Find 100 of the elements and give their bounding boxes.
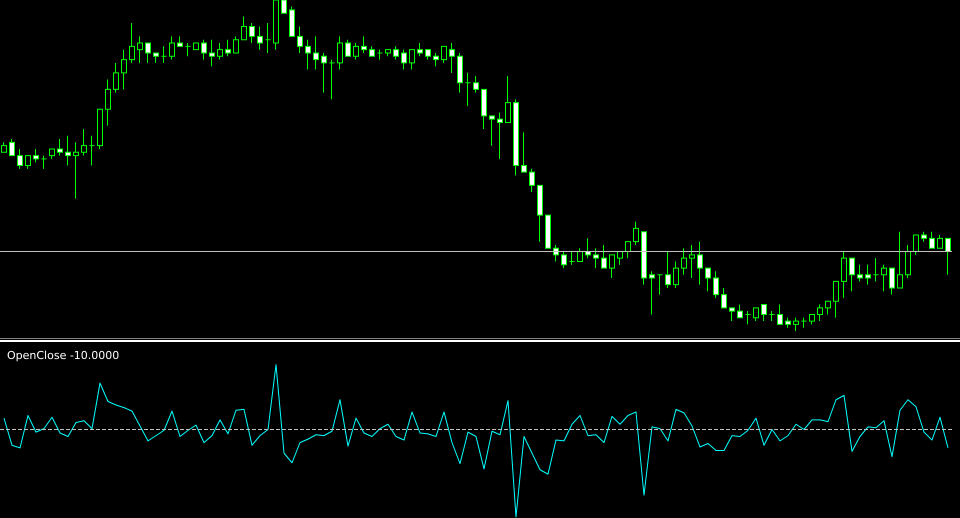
candlestick: [601, 244, 607, 269]
candlestick: [441, 46, 447, 64]
candlestick: [833, 280, 839, 318]
candlestick: [745, 310, 751, 325]
candlestick: [17, 148, 23, 170]
candlestick: [721, 287, 727, 308]
candlestick: [729, 307, 735, 322]
candlestick: [593, 248, 599, 269]
candlestick: [521, 132, 527, 173]
candlestick: [137, 36, 143, 64]
candlestick: [193, 42, 199, 50]
candlestick: [169, 36, 175, 60]
candlestick: [857, 264, 863, 282]
candlestick: [297, 26, 303, 54]
candlestick: [105, 78, 111, 126]
candlestick: [649, 270, 655, 315]
candlestick: [921, 231, 927, 242]
candlestick: [609, 254, 615, 279]
candlestick: [473, 76, 479, 94]
candlestick: [145, 42, 151, 64]
candlestick: [577, 248, 583, 262]
candlestick: [425, 49, 431, 60]
candlestick: [673, 260, 679, 288]
candlestick: [569, 251, 575, 266]
candlestick: [849, 258, 855, 292]
candlestick: [121, 49, 127, 90]
candlestick: [929, 231, 935, 249]
candlestick: [489, 115, 495, 146]
candlestick: [529, 168, 535, 192]
candlestick: [689, 244, 695, 279]
candlestick: [697, 241, 703, 286]
candlestick: [561, 251, 567, 269]
candlestick: [281, 0, 287, 14]
candlestick: [505, 76, 511, 123]
candlestick: [897, 231, 903, 288]
candlestick: [449, 42, 455, 74]
candlestick: [25, 155, 31, 170]
candlestick: [289, 6, 295, 37]
candlestick: [129, 22, 135, 64]
chart-title: OpenClose -10.0000: [7, 349, 120, 362]
candlestick: [681, 248, 687, 276]
candlestick: [321, 52, 327, 94]
candlestick: [913, 234, 919, 256]
candlestick: [905, 244, 911, 279]
candlestick: [33, 148, 39, 163]
candlestick: [761, 304, 767, 322]
candlestick: [185, 42, 191, 57]
candlestick: [737, 304, 743, 318]
candlestick: [585, 238, 591, 259]
candlestick: [49, 148, 55, 160]
candlestick: [945, 238, 951, 276]
candlestick: [81, 128, 87, 156]
candlestick: [633, 221, 639, 246]
candlestick: [513, 98, 519, 176]
candlestick: [353, 42, 359, 60]
candlestick: [873, 258, 879, 282]
candlestick: [305, 39, 311, 70]
candlestick: [753, 307, 759, 322]
candlestick: [641, 231, 647, 286]
candlestick: [841, 251, 847, 298]
candlestick: [617, 251, 623, 266]
candlestick: [785, 317, 791, 328]
candlestick: [65, 135, 71, 166]
candlestick: [433, 52, 439, 67]
candlestick: [57, 138, 63, 156]
candlestick: [393, 46, 399, 60]
candlestick: [9, 138, 15, 156]
candlestick: [809, 314, 815, 325]
candlestick: [73, 142, 79, 200]
candlestick: [385, 49, 391, 57]
candlestick: [97, 108, 103, 150]
candlestick: [1, 142, 7, 153]
candlestick: [881, 264, 887, 292]
candlestick: [257, 26, 263, 50]
candlestick: [417, 42, 423, 57]
candlestick: [497, 112, 503, 160]
candlestick: [537, 184, 543, 242]
candlestick: [465, 72, 471, 106]
candlestick: [233, 36, 239, 54]
candlestick: [345, 39, 351, 57]
candlestick: [41, 155, 47, 170]
candlestick: [369, 46, 375, 57]
candlestick: [89, 135, 95, 166]
candlestick: [713, 270, 719, 298]
candlestick: [329, 59, 335, 100]
candlestick: [241, 16, 247, 40]
candlestick: [625, 241, 631, 259]
candlestick: [113, 62, 119, 94]
candlestick: [201, 39, 207, 60]
candlestick: [401, 49, 407, 70]
candlestick: [457, 52, 463, 94]
candlestick: [817, 304, 823, 322]
candlestick: [801, 317, 807, 328]
candlestick: [481, 88, 487, 130]
candlestick: [409, 49, 415, 70]
candlestick: [665, 251, 671, 288]
candlestick: [793, 317, 799, 332]
candlestick: [705, 268, 711, 292]
candlestick: [361, 36, 367, 54]
candlestick: [313, 36, 319, 70]
